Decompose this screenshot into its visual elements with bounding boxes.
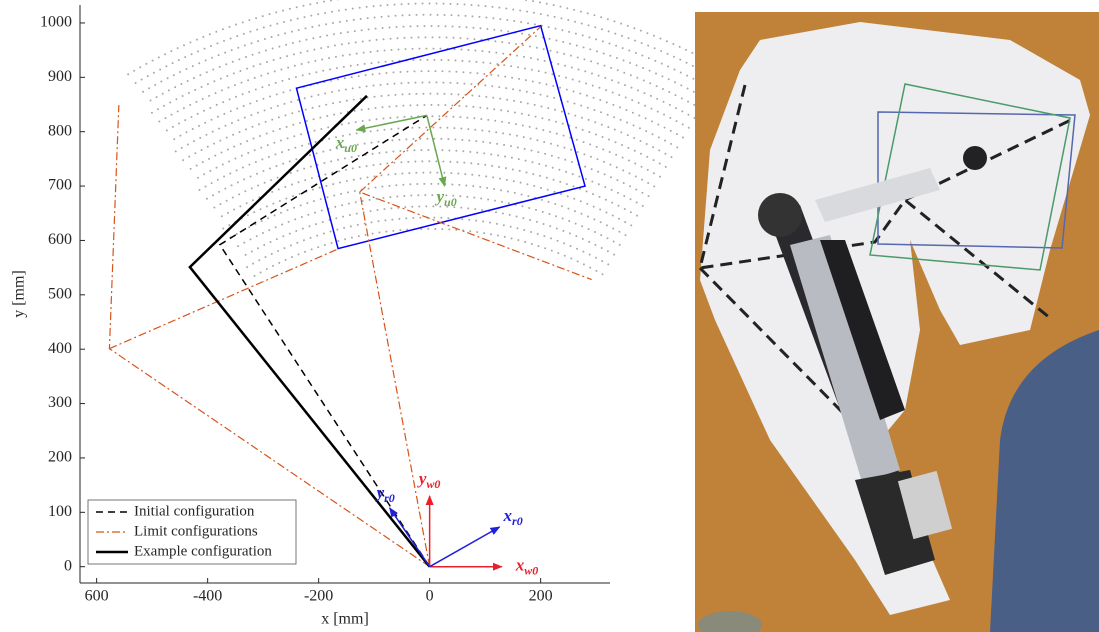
frame-label: xu0 xyxy=(335,133,357,155)
x-tick-label: -400 xyxy=(193,588,222,605)
frame-label-main: x xyxy=(515,556,525,575)
y-tick-label: 800 xyxy=(48,122,72,139)
x-tick-label: 200 xyxy=(529,588,553,605)
dot-arc xyxy=(169,71,683,142)
frame-label-sub: r0 xyxy=(512,514,523,528)
y-tick-label: 0 xyxy=(64,557,72,574)
frame-label-main: x xyxy=(335,133,345,152)
y-tick-label: 500 xyxy=(48,285,72,302)
dot-arc xyxy=(175,82,677,151)
frame-label: yu0 xyxy=(435,187,457,209)
frame-label: xr0 xyxy=(503,506,523,528)
frame-axis xyxy=(430,527,500,567)
dot-arc xyxy=(158,49,695,123)
y-tick-label: 900 xyxy=(48,68,72,85)
dot-arc xyxy=(134,4,718,84)
frame-label: xw0 xyxy=(515,556,539,578)
y-tick-label: 400 xyxy=(48,340,72,357)
frame-label: yw0 xyxy=(417,469,441,491)
dot-arc xyxy=(163,60,688,132)
y-tick-label: 600 xyxy=(48,231,72,248)
dot-arc xyxy=(235,195,620,248)
legend-label: Limit configurations xyxy=(134,523,258,539)
dot-arc xyxy=(140,15,712,94)
arm-joint xyxy=(758,193,802,237)
legend-label: Initial configuration xyxy=(134,503,255,519)
frame-label-main: y xyxy=(417,469,427,488)
series-line xyxy=(220,115,430,566)
photo xyxy=(695,12,1099,632)
arm-end xyxy=(963,146,987,170)
legend-label: Example configuration xyxy=(134,543,272,559)
frame-label-sub: w0 xyxy=(524,563,538,577)
y-tick-label: 100 xyxy=(48,503,72,520)
frame-label-sub: u0 xyxy=(444,195,457,209)
dot-arc xyxy=(240,206,614,258)
x-tick-label: 600 xyxy=(85,588,109,605)
frame-label-main: y xyxy=(375,483,385,502)
y-tick-label: 700 xyxy=(48,177,72,194)
page: {"chart_data": { "type": "line", "xlabel… xyxy=(0,0,1099,632)
dot-arc xyxy=(217,161,637,219)
frame-axis xyxy=(390,508,430,567)
plot: 600 -400 -200 0 200 0 100 200 300 400 500 600 700 800… xyxy=(40,5,610,605)
frame-label: yr0 xyxy=(375,483,395,505)
dot-arc xyxy=(252,229,602,277)
series-line xyxy=(109,27,591,567)
x-tick-label: 0 xyxy=(426,588,434,605)
dot-arc xyxy=(229,184,626,239)
frame-label-sub: u0 xyxy=(344,141,357,155)
y-tick-label: 300 xyxy=(48,394,72,411)
y-tick-label: 200 xyxy=(48,449,72,466)
workspace-dots xyxy=(128,0,723,277)
x-axis-label: x [mm] xyxy=(321,611,369,628)
frame-label-main: y xyxy=(435,187,445,206)
y-axis-label: y [mm] xyxy=(11,270,28,318)
dot-arc xyxy=(199,127,654,190)
y-tick-label: 1000 xyxy=(40,14,72,31)
frame-label-main: x xyxy=(503,506,513,525)
x-tick-label: -200 xyxy=(304,588,333,605)
frame-label-sub: w0 xyxy=(426,477,440,491)
figure: 600 -400 -200 0 200 0 100 200 300 400 500 600 700 800… xyxy=(0,0,1099,632)
dot-arc xyxy=(246,218,608,268)
frame-label-sub: r0 xyxy=(384,491,395,505)
dot-arc xyxy=(205,139,649,200)
